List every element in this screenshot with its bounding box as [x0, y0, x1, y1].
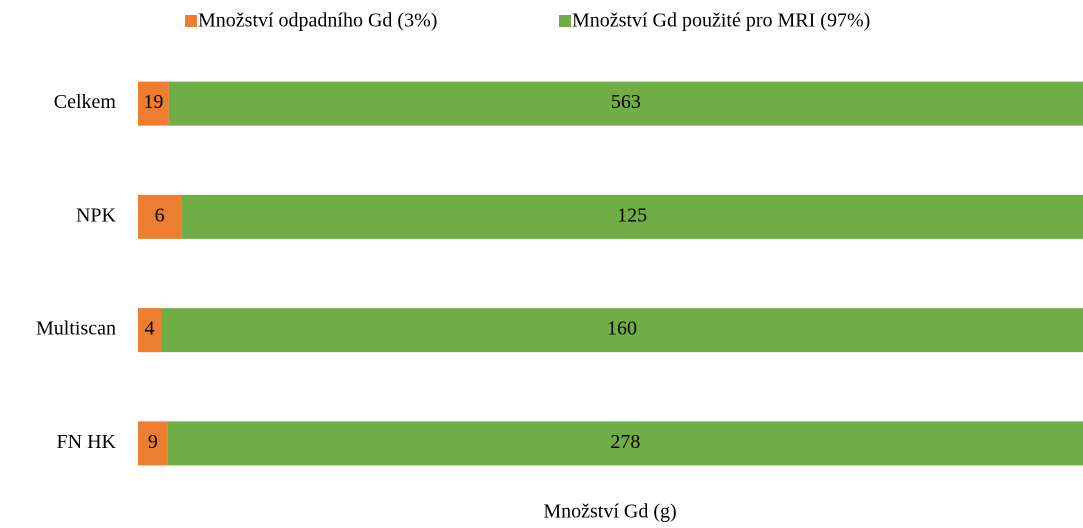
bar-segment — [138, 81, 169, 126]
data-label: 4 — [145, 318, 155, 340]
x-axis-label: Množství Gd (g) — [543, 501, 676, 523]
data-label: 160 — [607, 318, 637, 340]
bar-segment — [138, 194, 182, 239]
bar-segment — [161, 308, 1083, 353]
data-label: 125 — [617, 204, 647, 226]
data-label: 278 — [610, 431, 640, 453]
y-tick-label: Celkem — [54, 91, 117, 113]
data-label: 19 — [143, 91, 163, 113]
y-tick-label: FN HK — [57, 431, 117, 453]
y-tick-label: Multiscan — [36, 318, 116, 340]
bar-segment — [138, 421, 168, 466]
y-tick-label: NPK — [76, 204, 117, 226]
bar-segment — [168, 81, 1083, 126]
bar-segment — [181, 194, 1083, 239]
data-label: 9 — [148, 431, 158, 453]
bar-segment — [167, 421, 1083, 466]
legend-swatch — [185, 15, 197, 27]
legend-swatch — [559, 15, 571, 27]
legend-label: Množství Gd použité pro MRI (97%) — [572, 10, 870, 32]
bar-segment — [138, 308, 162, 353]
data-label: 6 — [155, 204, 165, 226]
legend-label: Množství odpadního Gd (3%) — [198, 10, 437, 32]
data-label: 563 — [611, 91, 641, 113]
